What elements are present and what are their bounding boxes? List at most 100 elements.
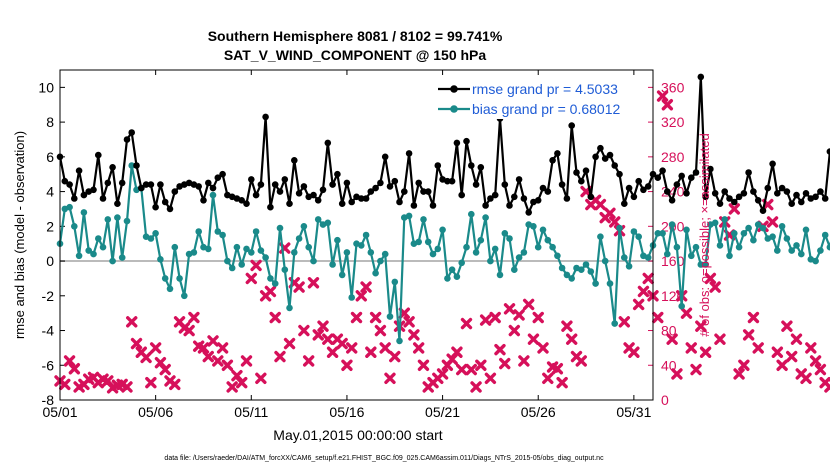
bias-data-point [80,209,88,216]
rmse-data-point [200,197,207,204]
rmse-data-point [716,200,724,207]
bias-data-point [774,247,781,254]
y-right-tick-label: 320 [661,114,685,130]
rmse-data-point [444,177,451,185]
x-tick-label: 05/11 [234,404,268,420]
obs-assimilated-marker [561,320,573,332]
y-left-tick-label: 6 [46,149,54,165]
obs-assimilated-marker [733,368,745,380]
bias-data-point [396,337,403,345]
obs-assimilated-marker [250,259,262,272]
rmse-data-point [697,73,705,81]
bias-data-point [109,257,116,265]
obs-assimilated-marker [374,324,387,337]
obs-assimilated-marker [752,342,764,354]
obs-assimilated-marker [809,355,822,367]
obs-assimilated-marker [221,359,234,371]
rmse-data-point [721,188,728,195]
rmse-data-point [515,176,523,183]
obs-assimilated-marker [771,346,784,358]
chart-title-line2: SAT_V_WIND_COMPONENT @ 150 hPa [224,47,487,63]
obs-assimilated-marker [346,342,358,354]
rmse-data-point [99,195,107,202]
rmse-data-point [257,181,265,188]
obs-assimilated-marker [317,320,329,332]
bias-data-point [161,275,169,282]
bias-data-point [673,243,681,251]
bias-data-point [539,226,547,234]
rmse-data-point [343,179,351,187]
x-tick-label: 05/01 [42,404,77,420]
bias-data-point [338,271,346,279]
rmse-data-point [817,188,824,195]
bias-data-point [592,280,599,287]
obs-assimilated-marker [508,324,521,337]
bias-data-point [118,254,126,261]
rmse-data-point [654,174,662,181]
bias-data-point [821,231,829,239]
bias-data-point [788,247,795,254]
rmse-data-point [166,205,174,213]
obs-assimilated-marker [408,329,420,341]
rmse-data-point [95,151,102,159]
obs-assimilated-marker [814,363,827,376]
rmse-data-point [707,165,714,173]
bias-data-point [295,235,303,242]
bias-data-point [745,224,752,232]
rmse-data-point [616,170,623,178]
rmse-data-point [372,184,379,192]
bias-data-point [463,243,470,251]
bias-data-point [424,238,432,246]
rmse-data-point [759,207,767,214]
bias-data-point [181,292,188,300]
rmse-data-point [381,153,389,161]
obs-assimilated-marker [666,333,678,345]
rmse-data-point [377,179,384,187]
rmse-data-point [826,148,830,155]
bias-data-point [587,268,595,275]
rmse-data-point [525,209,532,216]
y-left-tick-label: -4 [42,323,55,339]
rmse-data-point [592,153,599,161]
obs-assimilated-marker [403,316,415,328]
rmse-data-point [334,170,341,178]
rmse-data-point [754,197,762,204]
bias-data-point [468,210,475,218]
rmse-data-point [678,172,685,180]
rmse-data-point [300,183,308,190]
bias-data-point [534,243,542,251]
rmse-data-point [209,184,217,192]
rmse-data-point [391,177,399,185]
obs-assimilated-marker [690,363,702,376]
rmse-data-point [621,200,628,207]
bias-data-point [99,243,107,251]
rmse-data-point [802,190,810,197]
rmse-data-point [276,188,284,195]
obs-assimilated-marker [283,337,296,350]
rmse-data-point [271,181,279,188]
rmse-data-point [740,190,748,197]
rmse-data-point [367,188,375,195]
bias-data-point [152,230,159,237]
bias-data-point [735,243,743,251]
obs-assimilated-marker [790,333,803,345]
rmse-data-point [635,177,642,185]
y-left-tick-label: -2 [42,288,55,304]
rmse-data-point [324,139,332,147]
chart-title-line1: Southern Hemisphere 8081 / 8102 = 99.741… [208,28,503,44]
bias-data-point [482,214,489,221]
obs-assimilated-marker [197,342,210,354]
bias-data-point [372,269,379,277]
rmse-data-point [568,122,575,129]
obs-assimilated-marker [379,342,391,354]
obs-assimilated-marker [642,272,654,285]
obs-assimilated-marker [307,277,320,289]
obs-assimilated-marker [604,207,616,219]
rmse-data-point [625,184,633,192]
obs-assimilated-marker [412,342,425,354]
bias-data-point [444,275,451,282]
bias-data-point [683,226,690,234]
rmse-data-point [252,191,260,199]
obs-assimilated-marker [484,372,497,384]
